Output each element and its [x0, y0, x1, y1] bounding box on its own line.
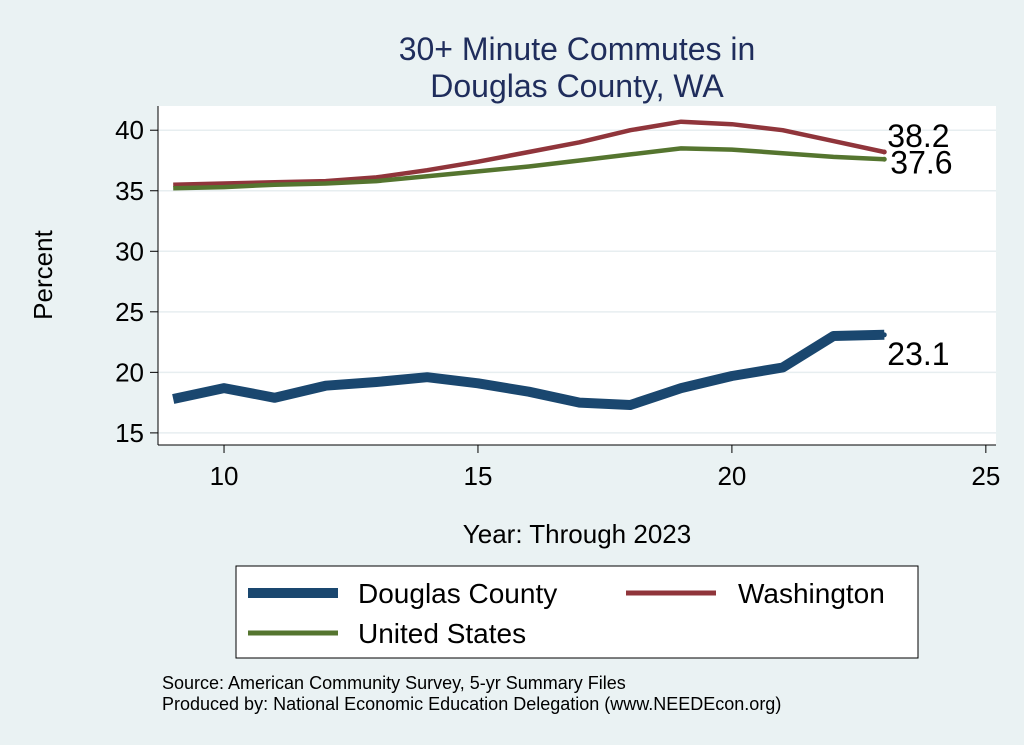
- axes: [157, 106, 996, 446]
- legend-label-united-states: United States: [358, 618, 526, 649]
- chart-title-line-1: 30+ Minute Commutes in: [399, 31, 756, 67]
- source-note: Source: American Community Survey, 5-yr …: [162, 673, 626, 693]
- x-axis-title: Year: Through 2023: [463, 519, 691, 549]
- legend-box: [235, 565, 919, 659]
- x-tick-label-10: 10: [210, 461, 239, 491]
- x-tick-label-25: 25: [971, 461, 1000, 491]
- end-marker-douglas-county: [881, 332, 887, 338]
- end-label-washington: 38.2: [887, 118, 949, 154]
- legend: Douglas County Washington United States: [235, 565, 919, 659]
- end-label-douglas-county: 23.1: [887, 336, 949, 372]
- end-marker-united-states: [881, 156, 887, 162]
- y-tick-label-40: 40: [115, 115, 144, 145]
- gridlines: [158, 129, 996, 434]
- end-marker-washington: [881, 149, 887, 155]
- series-line-united-states: [173, 146, 885, 191]
- x-ticks: 10 15 20 25: [210, 445, 1000, 491]
- legend-label-washington: Washington: [738, 578, 885, 609]
- series-line-washington: [173, 119, 885, 187]
- x-tick-label-15: 15: [464, 461, 493, 491]
- end-labels: 23.1 38.237.6: [887, 118, 952, 372]
- x-tick-label-20: 20: [717, 461, 746, 491]
- legend-label-douglas-county: Douglas County: [358, 578, 557, 609]
- y-tick-label-30: 30: [115, 236, 144, 266]
- produced-by-note: Produced by: National Economic Education…: [162, 694, 781, 714]
- y-tick-label-20: 20: [115, 357, 144, 387]
- y-axis-title: Percent: [28, 229, 58, 319]
- y-tick-label-15: 15: [115, 418, 144, 448]
- y-ticks: 15 20 25 30 35 40: [115, 115, 158, 448]
- series-line-douglas-county: [172, 329, 885, 410]
- chart-title-line-2: Douglas County, WA: [430, 68, 724, 104]
- series-lines: [172, 119, 887, 410]
- end-label-united-states: 37.6: [890, 144, 952, 180]
- y-tick-label-35: 35: [115, 176, 144, 206]
- y-tick-label-25: 25: [115, 297, 144, 327]
